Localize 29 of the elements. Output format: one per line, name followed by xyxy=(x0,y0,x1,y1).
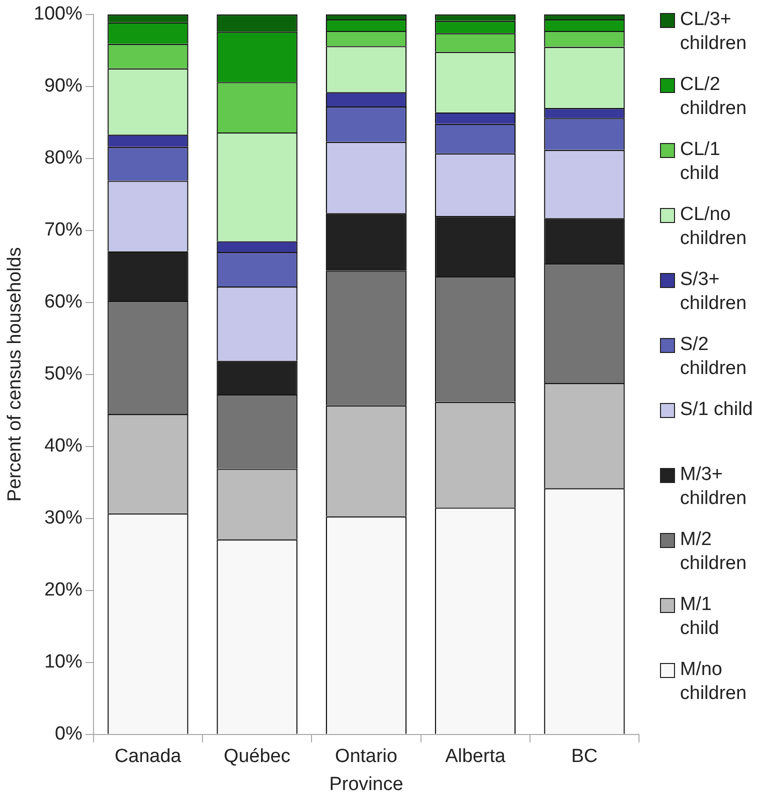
y-tick-label: 50% xyxy=(44,364,82,385)
legend-label: M/1 child xyxy=(680,593,720,641)
legend-label: CL/1 child xyxy=(680,138,722,186)
x-tick-label: BC xyxy=(571,746,598,768)
x-tick-label: Canada xyxy=(114,746,182,768)
legend-label: CL/no children xyxy=(680,203,748,251)
x-axis-title: Province xyxy=(329,774,404,795)
y-tick-label: 30% xyxy=(44,508,82,529)
y-tick-label: 60% xyxy=(44,292,82,313)
y-axis-title: Percent of census households xyxy=(4,247,26,502)
legend-label: M/no children xyxy=(680,658,748,706)
y-tick-label: 90% xyxy=(44,76,82,97)
y-tick-label: 80% xyxy=(44,148,82,169)
legend-label: S/2 children xyxy=(680,333,748,381)
x-tick-label: Québec xyxy=(224,746,290,768)
legend-label: M/3+ children xyxy=(680,463,748,511)
y-tick-label: 40% xyxy=(44,436,82,457)
legend-label: S/3+ children xyxy=(680,268,748,316)
legend-label: CL/2 children xyxy=(680,73,748,121)
y-tick-label: 0% xyxy=(54,724,82,745)
y-tick-label: 20% xyxy=(44,580,82,601)
y-tick-label: 10% xyxy=(44,652,82,673)
x-tick-label: Alberta xyxy=(445,746,506,768)
y-tick-label: 70% xyxy=(44,220,82,241)
x-tick-label: Ontario xyxy=(335,746,398,768)
legend-label: CL/3+ children xyxy=(680,8,748,56)
legend-label: M/2 children xyxy=(680,528,748,576)
y-tick-label: 100% xyxy=(34,4,82,25)
legend-label: S/1 child xyxy=(680,398,754,422)
